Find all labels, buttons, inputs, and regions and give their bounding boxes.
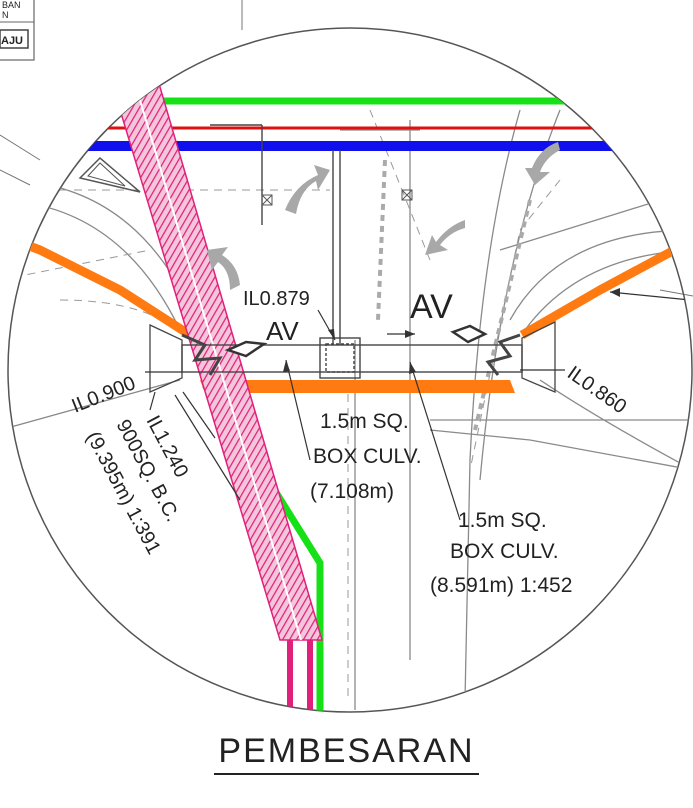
triangle-marker xyxy=(78,156,141,193)
corner-block-line1: BAN xyxy=(2,0,21,10)
valve-markers xyxy=(261,189,413,206)
label-il-879: IL0.879 xyxy=(243,288,310,310)
leader-arrowheads xyxy=(283,288,620,374)
label-il-900: IL0.900 xyxy=(69,372,139,417)
label-box-culv-b-line3: (8.591m) 1:452 xyxy=(430,574,572,597)
label-box-culv-b-line2: BOX CULV. xyxy=(450,540,559,563)
headwall-right xyxy=(485,320,556,393)
label-box-culv-a-line1: 1.5m SQ. xyxy=(320,410,409,433)
label-av-right: AV xyxy=(410,288,453,326)
orange-line-left xyxy=(8,230,193,339)
label-box-culv-a-line3: (7.108m) xyxy=(310,480,394,503)
flow-arrows xyxy=(207,142,560,290)
label-il-860: IL0.860 xyxy=(563,362,630,418)
detail-title-wrap: PEMBESARAN xyxy=(0,732,693,775)
orange-line-right xyxy=(519,236,692,339)
label-box-culv-b-line1: 1.5m SQ. xyxy=(458,509,547,532)
label-box-culv-a-line2: BOX CULV. xyxy=(313,445,422,468)
grey-channel-dashes xyxy=(376,159,532,431)
headwall-left xyxy=(149,323,223,393)
corner-block-tag: AJU xyxy=(1,35,23,47)
magenta-hatched-pipe xyxy=(106,69,324,712)
av-diamond-left xyxy=(224,340,268,358)
label-av-left: AV xyxy=(266,316,299,346)
background-linework xyxy=(0,0,693,297)
enlargement-circle xyxy=(7,27,693,713)
orange-culvert-band xyxy=(200,380,515,393)
corner-title-block: BAN N AJU xyxy=(0,0,35,61)
corner-block-line2: N xyxy=(2,10,9,20)
av-diamond-right xyxy=(450,324,488,344)
detail-title: PEMBESARAN xyxy=(214,732,479,775)
